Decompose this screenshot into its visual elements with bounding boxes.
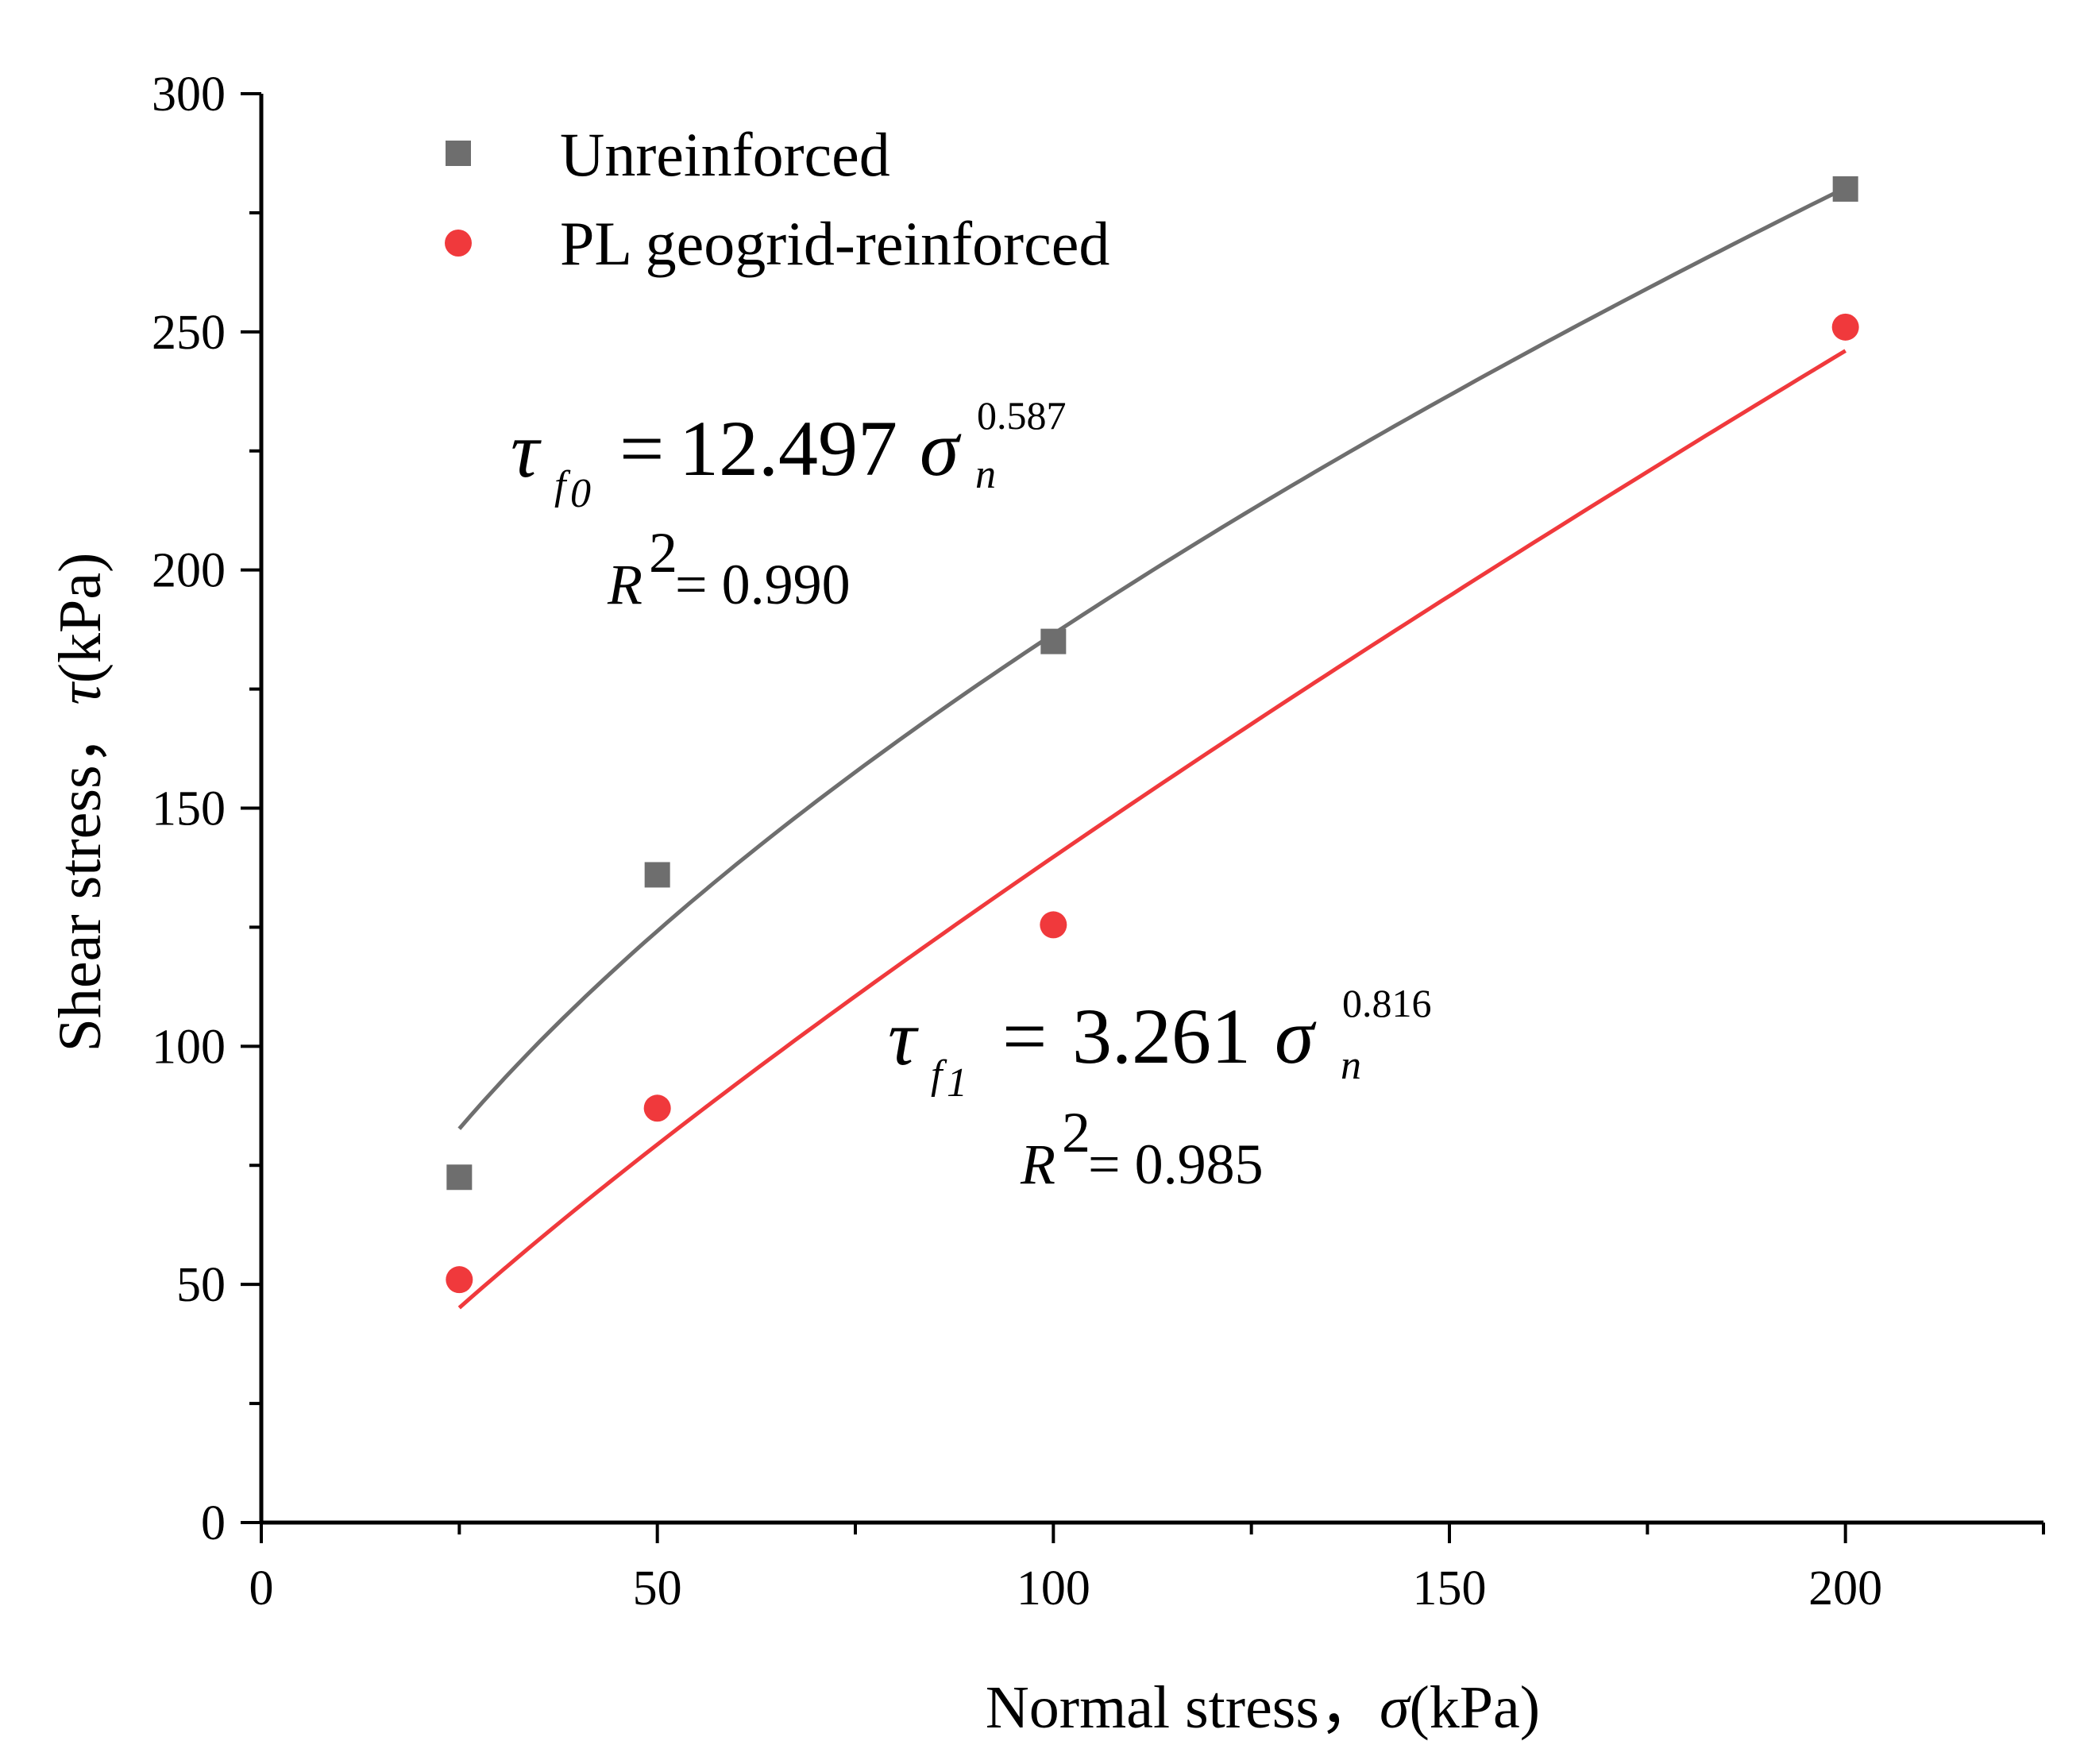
x-axis-title: Normal stress，σ(kPa): [986, 1674, 1540, 1741]
r2-1-sup: 2: [649, 521, 677, 585]
y-tick-label: 100: [152, 1020, 226, 1074]
y-tick-label: 150: [152, 782, 226, 836]
eq1-equals: =: [619, 404, 664, 492]
point-unreinforced: [1832, 176, 1858, 202]
eq2-sigma: σ: [1275, 992, 1317, 1080]
r2-2-value: = 0.985: [1088, 1133, 1264, 1196]
eq1-coef: 12.497: [679, 404, 897, 492]
x-tick-label: 50: [633, 1561, 682, 1615]
y-axis-title-unit: (kPa): [47, 553, 114, 684]
y-axis-title-symbol: τ: [47, 681, 114, 704]
eq2-sub-f: f: [931, 1052, 947, 1098]
r2-2-R: R: [1020, 1133, 1055, 1196]
x-tick-label: 0: [249, 1561, 274, 1615]
legend-marker-unreinforced: [446, 141, 471, 166]
y-tick-label: 50: [176, 1258, 226, 1312]
y-tick-label: 200: [152, 544, 226, 598]
point-reinforced: [1831, 313, 1859, 341]
r2-reinforced: R 2 = 0.985: [1020, 1101, 1264, 1196]
x-axis-title-symbol: σ: [1380, 1674, 1411, 1741]
x-tick-label: 150: [1413, 1561, 1487, 1615]
point-unreinforced: [644, 862, 670, 888]
eq1-sigma: σ: [920, 404, 962, 492]
eq1-sub-f: f: [554, 463, 571, 508]
axis-ticks: 0 50 100 150 200 0 50 100 150 200 250 300: [152, 68, 2045, 1615]
point-reinforced: [643, 1094, 671, 1122]
eq1-sub-n: n: [975, 452, 996, 497]
r2-1-R: R: [607, 553, 643, 616]
y-tick-label: 250: [152, 306, 226, 360]
r2-2-sup: 2: [1062, 1101, 1090, 1164]
axes: [259, 94, 2043, 1525]
legend: Unreinforced PL geogrid-reinforced: [445, 120, 1109, 278]
y-axis-title-text: Shear stress，: [47, 704, 114, 1052]
legend-marker-reinforced: [445, 230, 472, 257]
eq2-tau: τ: [888, 994, 919, 1082]
y-tick-label: 300: [152, 68, 226, 122]
eq2-sub-idx: 1: [947, 1060, 967, 1106]
point-unreinforced: [1040, 628, 1067, 654]
point-reinforced: [446, 1266, 473, 1294]
fit-line-unreinforced: [457, 186, 1847, 1130]
x-tick-label: 200: [1808, 1561, 1882, 1615]
eq2-equals: =: [1002, 992, 1047, 1080]
eq2-sub-n: n: [1341, 1043, 1361, 1088]
x-axis-title-unit: (kPa): [1409, 1674, 1540, 1741]
data-points: [446, 176, 1859, 1294]
legend-label-reinforced: PL geogrid-reinforced: [560, 209, 1109, 278]
eq1-exponent: 0.587: [977, 393, 1067, 438]
x-tick-label: 100: [1017, 1561, 1090, 1615]
eq2-exponent: 0.816: [1342, 981, 1432, 1025]
fit-curves: [457, 186, 1847, 1310]
r2-1-value: = 0.990: [675, 553, 851, 616]
equation-unreinforced: τ f 0 = 12.497 σ n 0.587: [511, 393, 1067, 516]
fit-line-reinforced: [457, 349, 1847, 1310]
y-axis-title: Shear stress，τ(kPa): [47, 553, 114, 1052]
equation-reinforced: τ f 1 = 3.261 σ n 0.816: [888, 981, 1432, 1106]
point-reinforced: [1040, 911, 1067, 939]
eq2-coef: 3.261: [1072, 992, 1251, 1080]
eq1-sub-idx: 0: [570, 471, 591, 516]
point-unreinforced: [446, 1164, 473, 1191]
y-tick-label: 0: [201, 1496, 226, 1550]
x-axis-title-text: Normal stress，: [986, 1674, 1380, 1741]
r2-unreinforced: R 2 = 0.990: [607, 521, 851, 616]
eq1-tau: τ: [511, 406, 542, 494]
legend-label-unreinforced: Unreinforced: [560, 120, 890, 189]
